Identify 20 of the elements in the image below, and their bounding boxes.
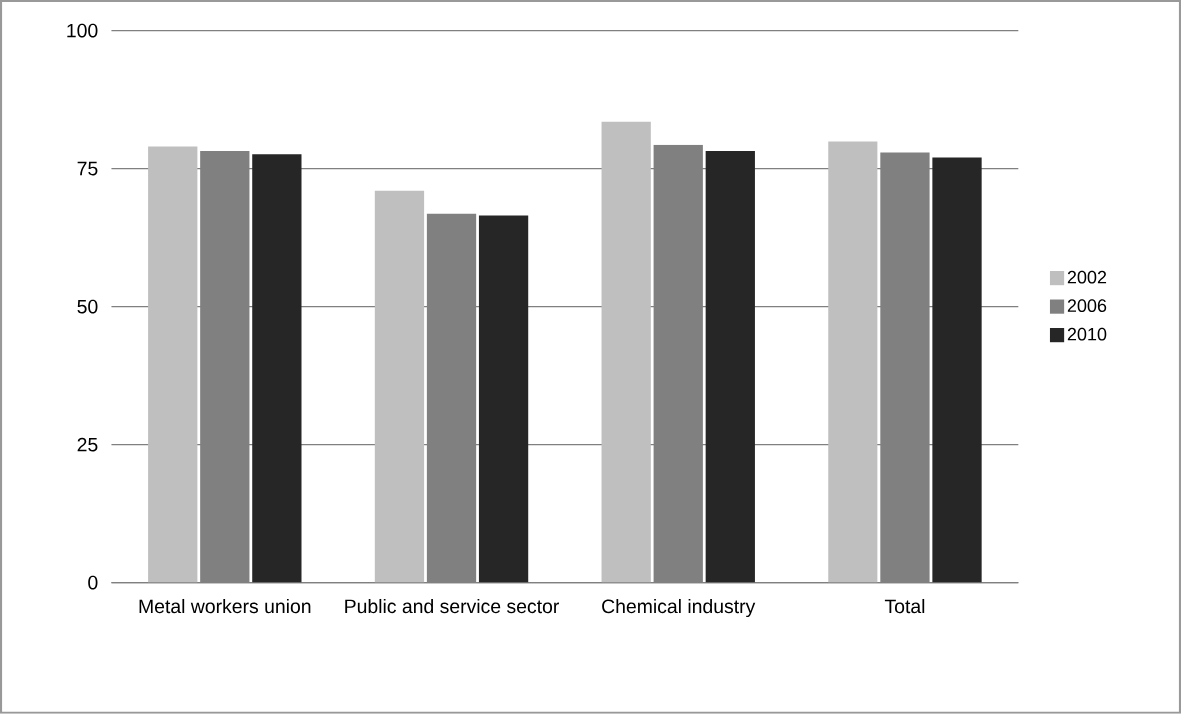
bar	[374, 190, 425, 583]
y-tick-label: 75	[77, 161, 98, 176]
bar	[478, 215, 529, 583]
bar	[705, 151, 755, 583]
x-tick-label: Public and service sector	[345, 599, 559, 614]
y-tick-label: 50	[77, 299, 98, 314]
x-tick-label: Metal workers union	[139, 599, 311, 614]
legend-label: 2002	[1067, 270, 1107, 284]
y-tick-label: 25	[77, 437, 98, 452]
x-tick-label: Chemical industry	[602, 599, 756, 618]
bar	[601, 121, 651, 583]
legend-label: 2010	[1067, 327, 1107, 341]
bar	[828, 141, 878, 583]
y-tick-label: 100	[67, 23, 98, 38]
legend-label: 2006	[1067, 299, 1107, 313]
x-tick-label: Total	[884, 599, 925, 614]
bar	[148, 146, 198, 583]
y-tick-label: 0	[88, 575, 98, 590]
bar	[932, 157, 982, 583]
bar	[252, 154, 302, 583]
